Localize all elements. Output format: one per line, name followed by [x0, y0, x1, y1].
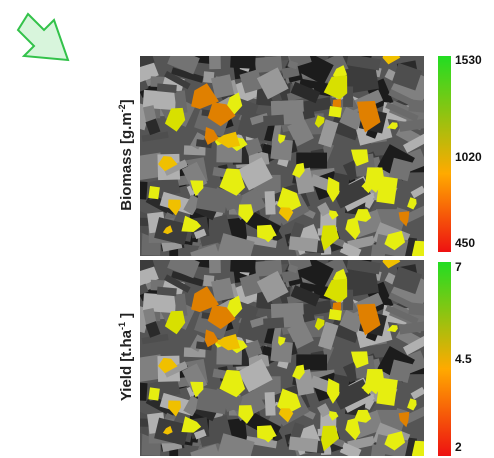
yield-scale-mid: 4.5 [455, 352, 472, 366]
yield-scale-min: 2 [455, 440, 462, 454]
biomass-colorbar [438, 56, 451, 252]
yield-colorbar [438, 262, 451, 456]
biomass-axis-label: Biomass [g.m-2] [117, 99, 135, 211]
biomass-scale-min: 450 [455, 236, 476, 250]
biomass-scale-max: 1530 [455, 53, 482, 67]
yield-scale-max: 7 [455, 260, 462, 274]
yield-map [140, 260, 424, 456]
yield-axis-label: Yield [t.ha-1 ] [117, 312, 135, 402]
biomass-scale-mid: 1020 [455, 150, 482, 164]
biomass-map [140, 56, 424, 256]
direction-arrow-icon [16, 12, 70, 62]
